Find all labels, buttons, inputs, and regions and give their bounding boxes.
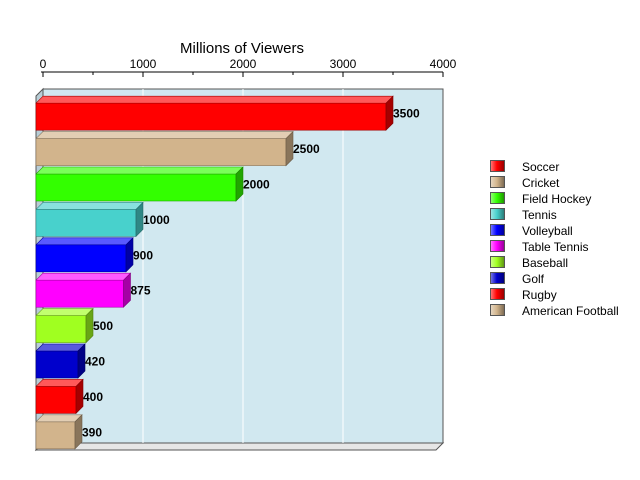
legend-label: Soccer xyxy=(522,160,560,174)
bar-american-football: 390 xyxy=(35,414,102,450)
legend-label: Rugby xyxy=(522,288,557,302)
legend-swatch xyxy=(490,208,505,220)
bar-front xyxy=(35,138,287,166)
legend-label: Cricket xyxy=(522,176,560,190)
bar-top xyxy=(35,202,144,210)
legend-swatch xyxy=(490,160,505,172)
bar-rugby: 400 xyxy=(35,378,103,415)
x-tick-label: 0 xyxy=(40,57,47,71)
bar-golf: 420 xyxy=(35,343,105,379)
legend-swatch xyxy=(490,176,505,188)
bar-value-label: 3500 xyxy=(393,107,420,121)
bar-top xyxy=(35,95,394,104)
plot-floor xyxy=(34,442,445,451)
bar-top xyxy=(35,131,294,139)
bar-front xyxy=(35,279,124,308)
bar-field-hockey: 2000 xyxy=(35,166,270,202)
legend-swatch xyxy=(490,288,505,300)
bar-front xyxy=(35,350,79,379)
bar-front xyxy=(35,173,237,202)
bar-side xyxy=(123,272,131,308)
chart-title: Millions of Viewers xyxy=(180,40,304,57)
bar-front xyxy=(35,421,76,450)
bar-value-label: 900 xyxy=(133,248,153,262)
bar-side xyxy=(75,378,84,415)
bar-baseball: 500 xyxy=(35,307,113,344)
bar-front xyxy=(35,386,77,414)
legend-swatch xyxy=(490,240,505,252)
bar-top xyxy=(35,414,83,423)
bar-value-label: 390 xyxy=(82,425,102,439)
bar-tennis: 1000 xyxy=(35,201,170,238)
bar-value-label: 1000 xyxy=(143,213,170,227)
bar-front xyxy=(35,244,127,273)
bar-soccer: 3500 xyxy=(35,95,420,131)
legend-swatch xyxy=(490,256,505,268)
bar-side xyxy=(285,130,294,167)
bar-top xyxy=(35,166,244,175)
bar-front xyxy=(35,315,87,343)
legend-label: American Football xyxy=(522,304,619,318)
x-tick-label: 3000 xyxy=(330,57,357,71)
bar-value-label: 2500 xyxy=(293,142,320,156)
bar-top xyxy=(35,272,132,281)
bar-side xyxy=(77,343,86,379)
x-tick-label: 1000 xyxy=(130,57,157,71)
legend-label: Tennis xyxy=(522,208,557,222)
legend-label: Field Hockey xyxy=(522,192,592,206)
bar-value-label: 875 xyxy=(131,284,151,298)
legend-label: Golf xyxy=(522,272,545,286)
bar-side xyxy=(125,237,134,273)
bar-value-label: 2000 xyxy=(243,178,270,192)
bar-value-label: 500 xyxy=(93,319,113,333)
legend-label: Baseball xyxy=(522,256,569,270)
x-tick-label: 4000 xyxy=(430,57,457,71)
bar-top xyxy=(35,379,84,387)
legend-swatch xyxy=(490,224,505,236)
bar-side xyxy=(135,201,144,238)
bar-volleyball: 900 xyxy=(35,237,153,273)
bar-side xyxy=(385,95,394,131)
bar-side xyxy=(235,166,244,202)
legend-label: Table Tennis xyxy=(522,240,589,254)
bar-cricket: 2500 xyxy=(35,130,320,167)
bar-front xyxy=(35,102,387,131)
bar-side xyxy=(85,307,94,344)
bar-top xyxy=(35,237,134,246)
bar-top xyxy=(35,308,94,316)
legend-swatch xyxy=(490,272,505,284)
bar-value-label: 400 xyxy=(83,390,103,404)
bar-top xyxy=(35,343,86,352)
bar-front xyxy=(35,209,137,237)
bar-table-tennis: 875 xyxy=(35,272,151,308)
bar-side xyxy=(74,414,83,450)
legend-swatch xyxy=(490,192,505,204)
legend-swatch xyxy=(490,304,505,316)
legend-label: Volleyball xyxy=(522,224,573,238)
bar-value-label: 420 xyxy=(85,355,105,369)
x-tick-label: 2000 xyxy=(230,57,257,71)
